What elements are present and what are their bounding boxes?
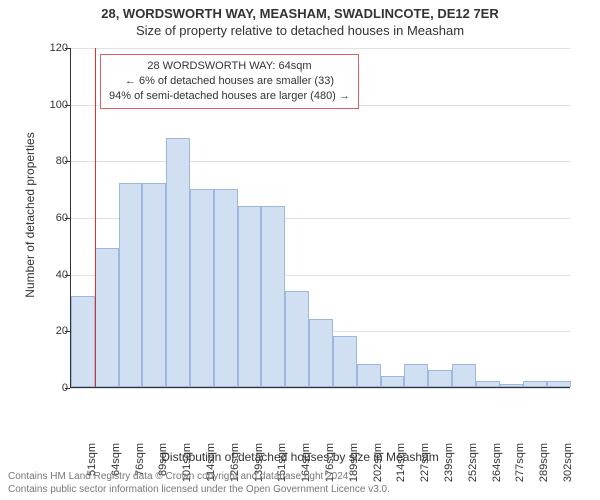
histogram-bar — [452, 364, 476, 387]
y-tick-label: 40 — [28, 269, 68, 281]
histogram-bar — [500, 384, 524, 387]
histogram-bar — [476, 381, 500, 387]
histogram-bar — [71, 296, 95, 387]
histogram-bar — [119, 183, 143, 387]
histogram-bar — [95, 248, 119, 387]
page-title: 28, WORDSWORTH WAY, MEASHAM, SWADLINCOTE… — [0, 6, 600, 21]
footer-line-2: Contains public sector information licen… — [8, 484, 592, 497]
histogram-bar — [404, 364, 428, 387]
histogram-bar — [285, 291, 309, 387]
histogram-bar — [523, 381, 547, 387]
y-tick-label: 0 — [28, 382, 68, 394]
histogram-bar — [381, 376, 405, 387]
y-tick-label: 60 — [28, 212, 68, 224]
histogram-bar — [428, 370, 452, 387]
gridline — [71, 161, 570, 162]
histogram-bar — [190, 189, 214, 387]
y-tick-label: 20 — [28, 325, 68, 337]
y-tick-label: 80 — [28, 155, 68, 167]
gridline — [71, 388, 570, 389]
histogram-bar — [214, 189, 238, 387]
histogram-bar — [357, 364, 381, 387]
y-tick-label: 120 — [28, 42, 68, 54]
chart-area: Number of detached properties 0204060801… — [60, 48, 570, 418]
histogram-bar — [309, 319, 333, 387]
histogram-bar — [333, 336, 357, 387]
y-tick-label: 100 — [28, 99, 68, 111]
annotation-line-2: ← 6% of detached houses are smaller (33) — [109, 74, 350, 89]
histogram-bar — [142, 183, 166, 387]
annotation-line-3: 94% of semi-detached houses are larger (… — [109, 89, 350, 104]
title-block: 28, WORDSWORTH WAY, MEASHAM, SWADLINCOTE… — [0, 0, 600, 38]
histogram-bar — [261, 206, 285, 387]
page-subtitle: Size of property relative to detached ho… — [0, 23, 600, 38]
annotation-box: 28 WORDSWORTH WAY: 64sqm ← 6% of detache… — [100, 54, 359, 109]
annotation-line-1: 28 WORDSWORTH WAY: 64sqm — [109, 59, 350, 74]
gridline — [71, 48, 570, 49]
x-axis-title: Distribution of detached houses by size … — [0, 450, 600, 464]
footer-line-1: Contains HM Land Registry data © Crown c… — [8, 471, 592, 484]
histogram-bar — [547, 381, 571, 387]
histogram-bar — [238, 206, 262, 387]
marker-line — [95, 48, 96, 387]
footer: Contains HM Land Registry data © Crown c… — [8, 471, 592, 496]
histogram-bar — [166, 138, 190, 387]
